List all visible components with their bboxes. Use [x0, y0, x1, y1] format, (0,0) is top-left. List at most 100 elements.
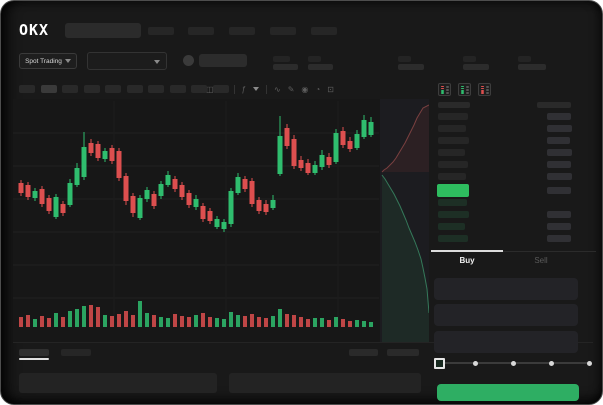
volume-bar: [222, 319, 226, 327]
nav-item[interactable]: [148, 27, 174, 35]
orderbook-view-bids-icon[interactable]: [458, 83, 471, 96]
orderbook-ask-row[interactable]: [438, 137, 469, 144]
candle-body: [179, 185, 185, 197]
orderbook-ask-row[interactable]: [438, 149, 465, 156]
slider-stop[interactable]: [586, 360, 592, 366]
volume-bar: [341, 319, 345, 327]
nav-item[interactable]: [229, 27, 255, 35]
timeframe-button[interactable]: [169, 85, 186, 93]
orderbook-ask-amount[interactable]: [547, 125, 572, 132]
buy-submit-button[interactable]: [437, 384, 579, 401]
volume-bar: [89, 305, 93, 327]
volume-bar: [96, 307, 100, 327]
orderbook-ask-amount[interactable]: [547, 161, 571, 168]
ticker-stat-value: [273, 64, 298, 70]
nav-item[interactable]: [188, 27, 214, 35]
active-tab-underline: [19, 358, 49, 360]
chevron-down-icon: [154, 60, 160, 64]
orderbook-amount[interactable]: [547, 187, 571, 194]
orderbook-view-both-icon[interactable]: [438, 83, 451, 96]
volume-bar: [362, 321, 366, 327]
trade-tabs-divider: [431, 251, 596, 252]
replay-icon[interactable]: ◔: [315, 84, 321, 94]
orderbook-bid-amount[interactable]: [547, 211, 571, 218]
orderbook-bid-row[interactable]: [438, 211, 469, 218]
nav-item[interactable]: [270, 27, 296, 35]
bottom-tab[interactable]: [19, 349, 49, 356]
orderbook-bid-amount[interactable]: [547, 223, 571, 230]
candle-body: [284, 128, 290, 146]
candle-body: [67, 183, 73, 205]
timeframe-button[interactable]: [62, 85, 78, 93]
order-input[interactable]: [434, 278, 578, 300]
bottom-right-tab[interactable]: [387, 349, 419, 356]
timeframe-button[interactable]: [83, 85, 100, 93]
volume-bar: [110, 316, 114, 327]
volume-bar: [348, 321, 352, 327]
candle-body: [312, 165, 318, 173]
timeframe-button[interactable]: [212, 85, 229, 93]
timeframe-button[interactable]: [126, 85, 143, 93]
orderbook-ask-amount[interactable]: [547, 173, 572, 180]
volume-bar: [33, 319, 37, 327]
orderbook-bid-row[interactable]: [438, 199, 467, 206]
chevron-down-icon[interactable]: [253, 87, 260, 91]
candle-body: [298, 160, 304, 168]
tab-buy[interactable]: Buy: [459, 256, 475, 265]
orderbook-ask-row[interactable]: [438, 125, 466, 132]
draw-tools-icon[interactable]: ✎: [287, 84, 295, 94]
orderbook-view-asks-icon[interactable]: [478, 83, 491, 96]
volume-bar: [243, 316, 247, 327]
candlestick-chart[interactable]: [13, 99, 429, 343]
slider-stop[interactable]: [511, 360, 516, 366]
slider-handle[interactable]: [434, 358, 445, 369]
candle-body: [291, 139, 297, 166]
candle-style-icon[interactable]: ◫: [206, 84, 214, 94]
volume-bar: [229, 312, 233, 327]
nav-item[interactable]: [311, 27, 337, 35]
market-type-dropdown[interactable]: Spot Trading: [19, 53, 77, 69]
last-price-badge[interactable]: [437, 184, 469, 197]
timeframe-button[interactable]: [40, 85, 57, 93]
candle-body: [263, 204, 269, 212]
timeframe-button[interactable]: [148, 85, 164, 93]
volume-bar: [124, 311, 128, 327]
orderbook-ask-row[interactable]: [438, 113, 468, 120]
indicators-icon[interactable]: ƒ: [241, 84, 247, 94]
screenshot-icon[interactable]: ◉: [301, 84, 309, 94]
orderbook-ask-amount[interactable]: [547, 113, 571, 120]
bottom-tab[interactable]: [61, 349, 91, 356]
order-input[interactable]: [434, 304, 578, 326]
timeframe-button[interactable]: [105, 85, 121, 93]
orderbook-bid-row[interactable]: [438, 223, 465, 230]
candle-body: [109, 148, 115, 161]
candle-body: [81, 147, 87, 177]
volume-bar: [26, 315, 30, 327]
orderbook-bid-row[interactable]: [438, 235, 468, 242]
timeframe-button[interactable]: [19, 85, 35, 93]
order-input[interactable]: [434, 331, 578, 353]
slider-stop[interactable]: [548, 360, 554, 366]
candle-body: [200, 206, 206, 219]
volume-bar: [355, 320, 359, 327]
bottom-right-tab[interactable]: [349, 349, 378, 356]
orderbook-ask-row[interactable]: [438, 161, 468, 168]
search-input[interactable]: [65, 23, 141, 38]
coin-icon: [183, 55, 194, 66]
line-style-icon[interactable]: ∿: [274, 84, 281, 94]
orderbook-ask-amount[interactable]: [547, 137, 570, 144]
volume-bar: [369, 322, 373, 327]
volume-bar: [68, 311, 72, 327]
orderbook-ask-amount[interactable]: [547, 149, 572, 156]
tab-sell[interactable]: Sell: [534, 256, 548, 265]
volume-bar: [306, 319, 310, 327]
timeframe-button[interactable]: [191, 85, 207, 93]
orderbook-ask-row[interactable]: [438, 173, 466, 180]
slider-stop[interactable]: [473, 360, 479, 366]
orderbook-bid-amount[interactable]: [547, 235, 571, 242]
fullscreen-icon[interactable]: ⊡: [327, 84, 334, 94]
candle-body: [88, 143, 94, 153]
volume-bar: [194, 315, 198, 327]
ticker-stat-value: [398, 64, 424, 70]
pair-selector-dropdown[interactable]: [87, 52, 167, 70]
